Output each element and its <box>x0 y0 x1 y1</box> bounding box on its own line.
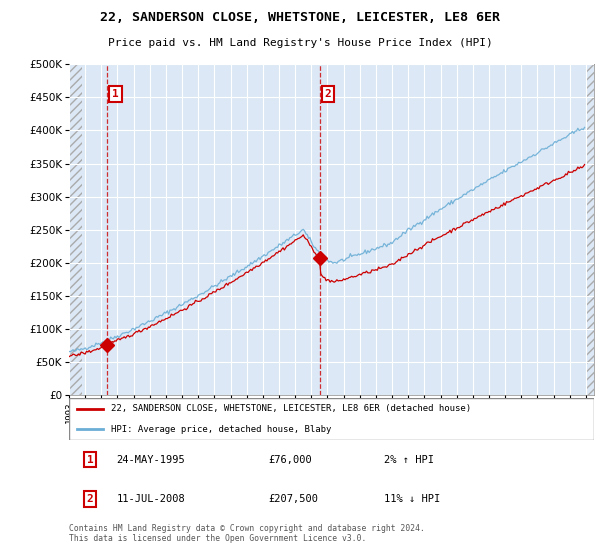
Text: £76,000: £76,000 <box>269 455 312 465</box>
Text: 1: 1 <box>86 455 94 465</box>
Text: 24-MAY-1995: 24-MAY-1995 <box>116 455 185 465</box>
Text: 22, SANDERSON CLOSE, WHETSTONE, LEICESTER, LE8 6ER (detached house): 22, SANDERSON CLOSE, WHETSTONE, LEICESTE… <box>111 404 471 413</box>
Text: 1: 1 <box>112 89 119 99</box>
Text: 22, SANDERSON CLOSE, WHETSTONE, LEICESTER, LE8 6ER: 22, SANDERSON CLOSE, WHETSTONE, LEICESTE… <box>100 11 500 24</box>
Text: 2% ↑ HPI: 2% ↑ HPI <box>384 455 434 465</box>
Text: Price paid vs. HM Land Registry's House Price Index (HPI): Price paid vs. HM Land Registry's House … <box>107 38 493 48</box>
Text: Contains HM Land Registry data © Crown copyright and database right 2024.
This d: Contains HM Land Registry data © Crown c… <box>69 524 425 543</box>
Bar <box>69 64 82 395</box>
FancyBboxPatch shape <box>69 398 594 440</box>
Text: 11% ↓ HPI: 11% ↓ HPI <box>384 494 440 504</box>
Bar <box>586 64 594 395</box>
Text: £207,500: £207,500 <box>269 494 319 504</box>
Text: 2: 2 <box>86 494 94 504</box>
Text: HPI: Average price, detached house, Blaby: HPI: Average price, detached house, Blab… <box>111 424 331 433</box>
Text: 2: 2 <box>325 89 331 99</box>
Text: 11-JUL-2008: 11-JUL-2008 <box>116 494 185 504</box>
